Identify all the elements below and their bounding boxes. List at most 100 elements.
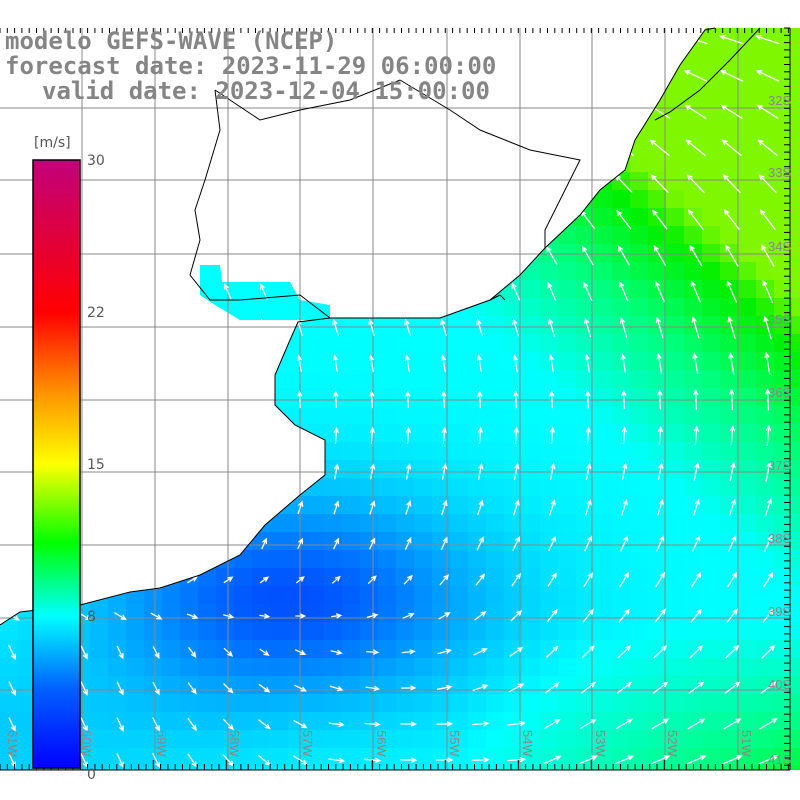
wind-cell	[738, 676, 756, 694]
wind-cell	[198, 406, 216, 424]
wind-cell	[378, 136, 396, 154]
wind-cell	[540, 208, 558, 226]
wind-cell	[360, 586, 378, 604]
lon-label: 59W	[154, 730, 169, 757]
wind-arrow	[615, 755, 635, 765]
wind-cell	[450, 424, 468, 442]
axis-ticks	[0, 27, 791, 771]
wind-cell	[378, 640, 396, 658]
wind-arrow	[651, 718, 670, 730]
wind-cell	[666, 694, 684, 712]
wind-cell	[450, 442, 468, 460]
wind-cell	[126, 442, 144, 460]
wind-cell	[630, 298, 648, 316]
wind-cell	[126, 208, 144, 226]
wind-cell	[378, 496, 396, 514]
wind-cell	[684, 64, 702, 82]
wind-cell	[324, 478, 342, 496]
wind-cell	[198, 730, 216, 748]
colorbar-tick-22: 22	[87, 305, 105, 321]
wind-cell	[108, 352, 126, 370]
wind-cell	[450, 334, 468, 352]
wind-cell	[504, 694, 522, 712]
wind-cell	[702, 280, 720, 298]
wind-cell	[756, 712, 774, 730]
wind-cell	[738, 730, 756, 748]
wind-cell	[738, 406, 756, 424]
wind-cell	[108, 748, 126, 766]
wind-cell	[162, 766, 180, 770]
wind-cell	[288, 550, 306, 568]
wind-cell	[378, 586, 396, 604]
wind-arrow	[512, 354, 519, 373]
wind-cell	[774, 586, 792, 604]
wind-cell	[180, 298, 198, 316]
wind-cell	[774, 28, 792, 46]
wind-cell	[720, 550, 738, 568]
wind-cell	[288, 586, 306, 604]
wind-arrow	[618, 608, 630, 623]
wind-cell	[684, 748, 702, 766]
wind-cell	[702, 568, 720, 586]
wind-cell	[792, 640, 800, 658]
wind-cell	[180, 532, 198, 550]
wind-cell	[630, 64, 648, 82]
title-valid-date: valid date: 2023-12-04 15:00:00	[42, 77, 490, 105]
wind-cell	[162, 316, 180, 334]
wind-cell	[216, 352, 234, 370]
wind-arrow	[617, 645, 632, 659]
wind-cell	[468, 748, 486, 766]
wind-cell	[738, 442, 756, 460]
wind-cell	[234, 766, 252, 770]
wind-cell	[90, 208, 108, 226]
wind-cell	[522, 424, 540, 442]
wind-cell	[540, 694, 558, 712]
wind-cell	[162, 748, 180, 766]
wind-arrow	[508, 683, 525, 693]
wind-cell	[486, 316, 504, 334]
wind-arrow	[762, 608, 775, 623]
wind-cell	[72, 766, 90, 770]
wind-cell	[792, 334, 800, 352]
wind-cell	[576, 100, 594, 118]
wind-cell	[576, 550, 594, 568]
wind-cell	[540, 262, 558, 280]
wind-cell	[306, 640, 324, 658]
wind-cell	[144, 442, 162, 460]
wind-cell	[594, 280, 612, 298]
wind-arrow	[476, 354, 483, 373]
wind-cell	[756, 406, 774, 424]
wind-cell	[666, 424, 684, 442]
wind-cell	[720, 388, 738, 406]
wind-arrow	[763, 315, 772, 340]
wind-arrow	[8, 644, 16, 661]
wind-cell	[774, 118, 792, 136]
wind-cell	[162, 334, 180, 352]
wind-cell	[90, 406, 108, 424]
title-forecast-date: forecast date: 2023-11-29 06:00:00	[5, 52, 497, 80]
wind-arrow	[261, 537, 268, 550]
wind-cell	[342, 262, 360, 280]
wind-cell	[450, 172, 468, 190]
wind-arrow	[585, 426, 592, 445]
wind-cell	[450, 226, 468, 244]
wind-cell	[630, 532, 648, 550]
wind-arrow	[580, 681, 596, 694]
wind-cell	[558, 172, 576, 190]
wind-cell	[414, 334, 432, 352]
wind-cell	[360, 622, 378, 640]
wind-cell	[720, 154, 738, 172]
wind-cell	[792, 208, 800, 226]
wind-cell	[126, 118, 144, 136]
wind-arrow	[611, 34, 636, 45]
wind-cell	[522, 64, 540, 82]
wind-cell	[180, 226, 198, 244]
wind-cell	[144, 280, 162, 298]
wind-arrow	[546, 246, 558, 265]
wind-cell	[162, 460, 180, 478]
wind-arrow	[116, 681, 124, 696]
wind-cell	[702, 100, 720, 118]
wind-cell	[594, 118, 612, 136]
wind-cell	[594, 208, 612, 226]
wind-cell	[648, 424, 666, 442]
